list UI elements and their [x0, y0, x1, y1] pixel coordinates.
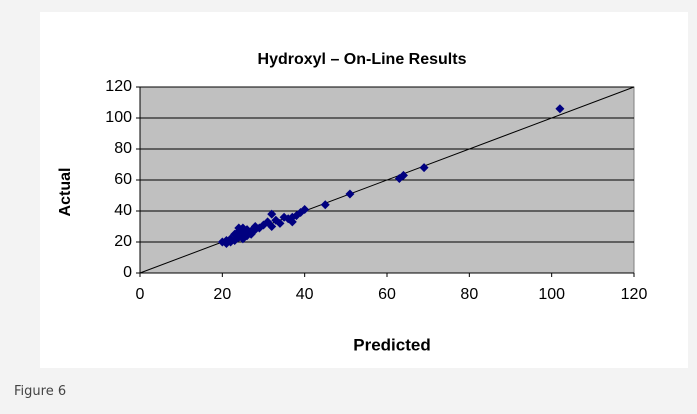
- point: [394, 173, 404, 183]
- point: [271, 215, 281, 225]
- x-tick-label: 60: [378, 286, 396, 303]
- figure-frame: Hydroxyl – On-Line Results Predicted Act…: [40, 12, 688, 368]
- point: [419, 163, 429, 173]
- point: [267, 209, 277, 219]
- x-tick-label: 100: [538, 286, 565, 303]
- x-tick-label: 0: [136, 286, 145, 303]
- y-tick-label: 120: [105, 78, 132, 95]
- y-axis-label: Actual: [57, 168, 74, 217]
- point: [287, 212, 297, 222]
- y-tick-label: 20: [114, 233, 132, 250]
- point: [345, 189, 355, 199]
- chart-title: Hydroxyl – On-Line Results: [258, 51, 467, 68]
- point: [250, 222, 260, 231]
- point: [238, 234, 248, 244]
- point: [555, 104, 565, 114]
- point: [287, 217, 297, 227]
- point: [217, 237, 227, 247]
- x-tick-label: 80: [460, 286, 478, 303]
- x-axis-label: Predicted: [353, 335, 430, 354]
- y-tick-label: 80: [114, 140, 132, 157]
- x-tick-label: 120: [621, 286, 648, 303]
- y-tick-label: 100: [105, 109, 132, 126]
- chart: Hydroxyl – On-Line Results Predicted Act…: [57, 51, 648, 354]
- y-tick-label: 40: [114, 202, 132, 219]
- figure-caption: Figure 6: [14, 384, 67, 399]
- y-tick-label: 60: [114, 171, 132, 188]
- x-tick-label: 20: [213, 286, 231, 303]
- point: [234, 223, 244, 233]
- y-tick-label: 0: [123, 264, 132, 281]
- x-tick-label: 40: [296, 286, 314, 303]
- point: [279, 212, 289, 222]
- point: [320, 200, 330, 210]
